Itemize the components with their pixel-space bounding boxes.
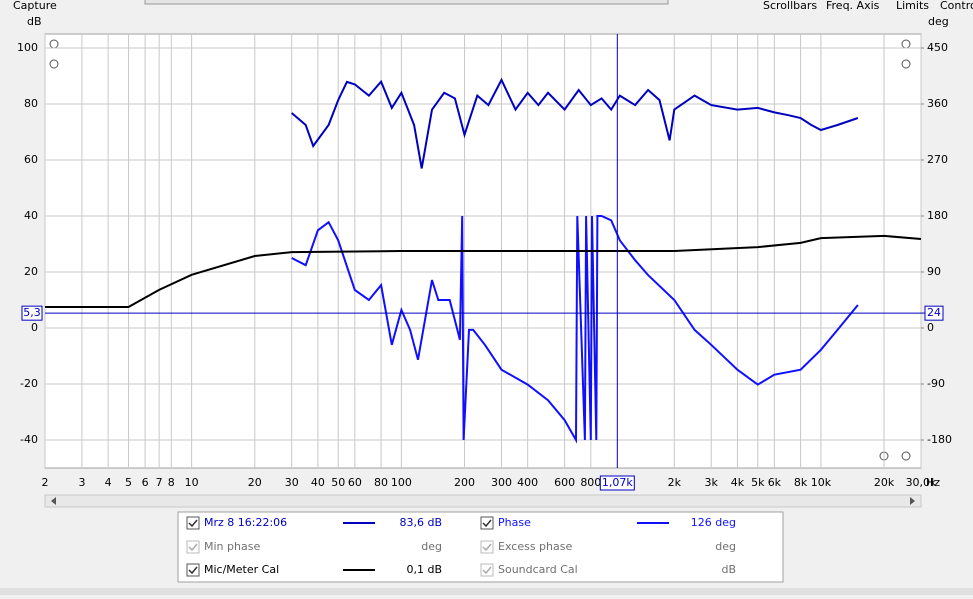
cursor-box	[21, 305, 43, 321]
checkbox[interactable]	[186, 540, 200, 554]
x-tick-label: 8	[168, 476, 175, 489]
x-tick-label: 5	[125, 476, 132, 489]
menu-item[interactable]: Freq. Axis	[826, 0, 880, 12]
checkbox[interactable]	[480, 516, 494, 530]
x-tick-label: 50	[331, 476, 345, 489]
y2-tick-label: 450	[927, 41, 948, 54]
cursor-y-label: 5,3	[23, 306, 41, 319]
y2-tick-label: -90	[927, 377, 945, 390]
x-axis-unit: Hz	[926, 476, 940, 489]
x-tick-label: 5k	[751, 476, 765, 489]
y2-tick-label: 0	[927, 321, 934, 334]
cursor-y2-label: 24	[927, 306, 941, 319]
x-tick-label: 60	[348, 476, 362, 489]
x-tick-label: 10	[185, 476, 199, 489]
checkmark	[188, 566, 198, 575]
x-tick-label: 20	[248, 476, 262, 489]
y2-tick-label: 360	[927, 97, 948, 110]
y-tick-label: 60	[24, 153, 38, 166]
y-axis-unit: dB	[27, 15, 42, 28]
y-tick-label: 40	[24, 209, 38, 222]
trace-name: Mrz 8 16:22:06	[204, 516, 287, 529]
cursor-box	[599, 475, 635, 491]
y-tick-label: 100	[17, 41, 38, 54]
trace-name: Soundcard Cal	[498, 563, 578, 576]
x-tick-label: 8k	[794, 476, 808, 489]
x-tick-label: 80	[374, 476, 388, 489]
checkbox[interactable]	[480, 563, 494, 577]
y2-tick-label: 90	[927, 265, 941, 278]
checkmark	[188, 519, 198, 528]
trace-unit: dB	[721, 563, 736, 576]
y-tick-label: 80	[24, 97, 38, 110]
y2-axis-unit: deg	[928, 15, 949, 28]
x-tick-label: 100	[391, 476, 412, 489]
series-line	[291, 215, 859, 444]
trace-name: Excess phase	[498, 540, 572, 553]
x-tick-label: 3	[78, 476, 85, 489]
x-tick-label: 4	[105, 476, 112, 489]
cursor-box	[924, 305, 944, 321]
trace-readout: 0,1 dB	[406, 563, 442, 576]
x-tick-label: 800	[580, 476, 601, 489]
x-tick-label: 30	[285, 476, 299, 489]
checkbox[interactable]	[480, 540, 494, 554]
scrollbar[interactable]	[44, 494, 922, 508]
x-tick-label: 40	[311, 476, 325, 489]
menu-item[interactable]: Contro	[940, 0, 973, 12]
trace-name: Mic/Meter Cal	[204, 563, 279, 576]
trace-name: Phase	[498, 516, 531, 529]
x-tick-label: 20k	[874, 476, 895, 489]
menu-capture[interactable]: Capture	[13, 0, 57, 12]
x-tick-label: 300	[491, 476, 512, 489]
y2-tick-label: -180	[927, 433, 952, 446]
x-tick-label: 10k	[811, 476, 832, 489]
trace-readout: 126 deg	[691, 516, 736, 529]
y2-tick-label: 180	[927, 209, 948, 222]
y-tick-label: 0	[31, 321, 38, 334]
checkmark	[482, 566, 492, 575]
x-tick-label: 7	[156, 476, 163, 489]
menu-item[interactable]: Scrollbars	[763, 0, 817, 12]
trace-unit: deg	[715, 540, 736, 553]
x-tick-label: 400	[517, 476, 538, 489]
checkbox[interactable]	[186, 563, 200, 577]
x-tick-label: 6	[142, 476, 149, 489]
x-tick-label: 200	[454, 476, 475, 489]
series-line	[291, 77, 859, 169]
trace-name: Min phase	[204, 540, 260, 553]
checkmark	[482, 543, 492, 552]
status-bar	[0, 588, 973, 595]
x-tick-label: 6k	[768, 476, 782, 489]
x-tick-label: 600	[554, 476, 575, 489]
y2-tick-label: 270	[927, 153, 948, 166]
tab-strip[interactable]	[144, 0, 669, 5]
menu-item[interactable]: Limits	[896, 0, 929, 12]
x-tick-label: 2k	[668, 476, 682, 489]
x-tick-label: 4k	[731, 476, 745, 489]
y-tick-label: 20	[24, 265, 38, 278]
cursor-x-label: 1,07k	[602, 476, 633, 489]
series-line	[45, 234, 922, 308]
checkmark	[482, 519, 492, 528]
trace-readout: 83,6 dB	[399, 516, 442, 529]
trace-unit: deg	[421, 540, 442, 553]
x-tick-label: 2	[42, 476, 49, 489]
checkbox[interactable]	[186, 516, 200, 530]
x-tick-label: 3k	[705, 476, 719, 489]
checkmark	[188, 543, 198, 552]
y-tick-label: -20	[20, 377, 38, 390]
y-tick-label: -40	[20, 433, 38, 446]
x-tick-label: 30,0k	[906, 476, 937, 489]
